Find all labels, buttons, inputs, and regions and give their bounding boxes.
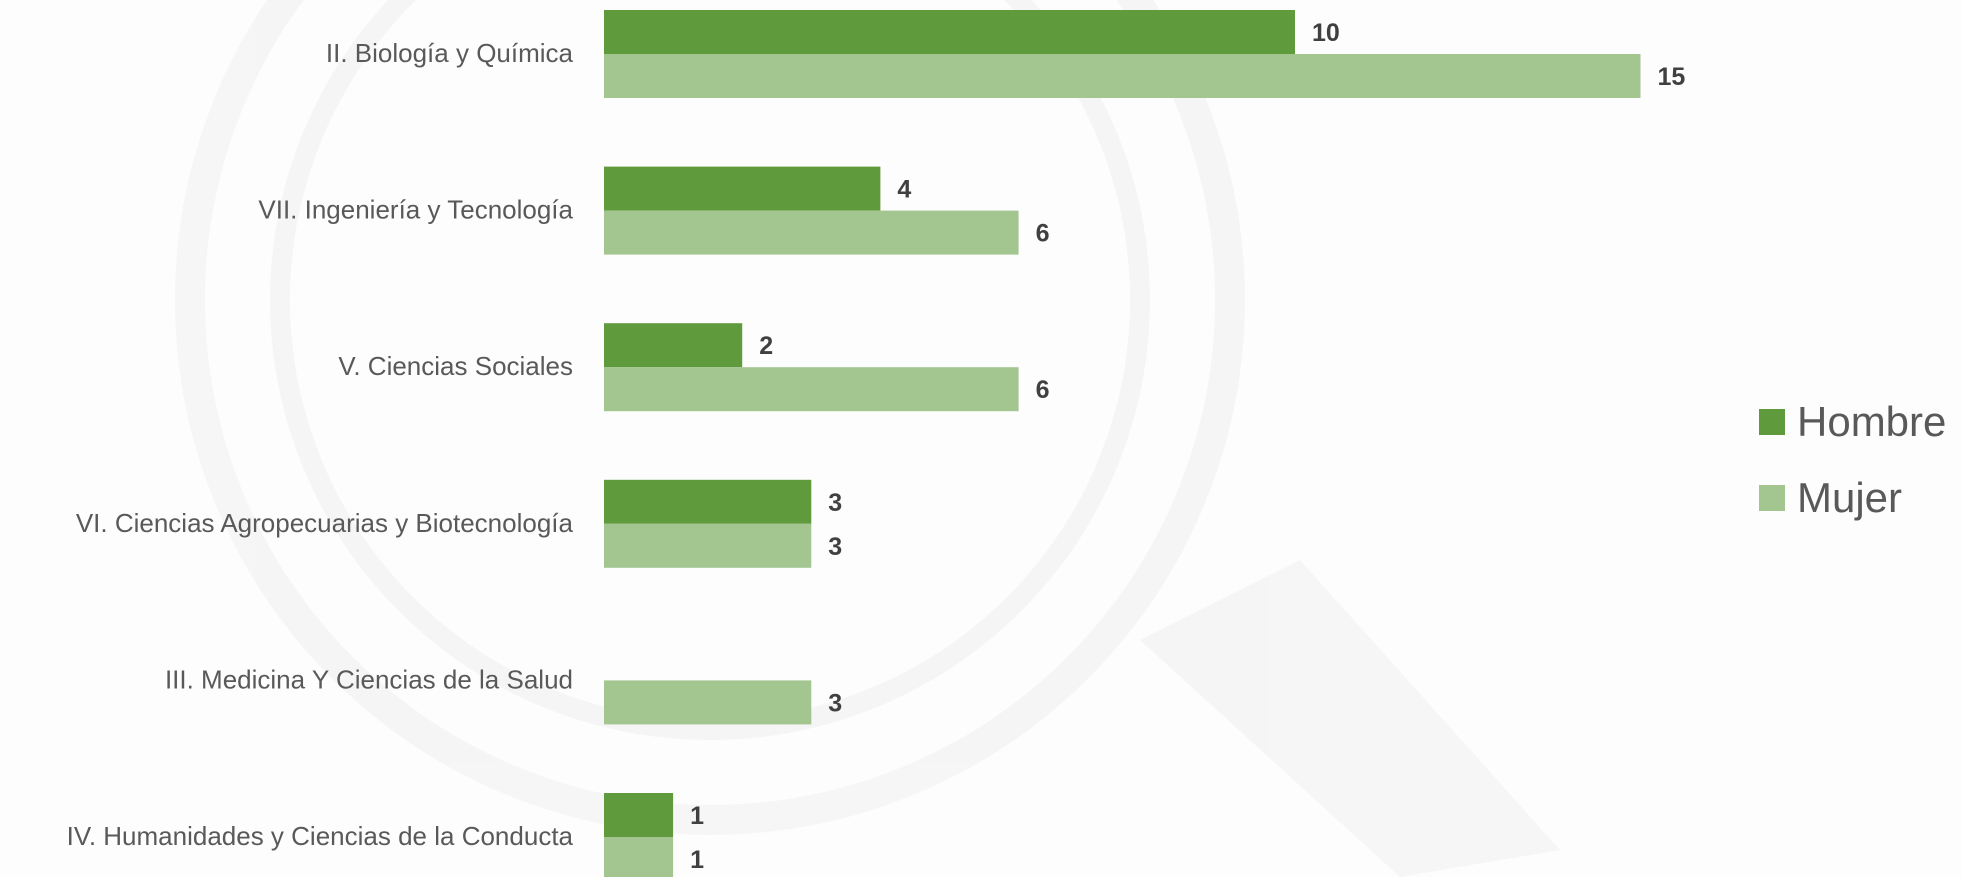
legend-item-mujer: Mujer bbox=[1759, 460, 1946, 536]
data-label-mujer: 6 bbox=[1036, 220, 1050, 248]
data-label-mujer: 6 bbox=[1036, 376, 1050, 404]
legend-label-hombre: Hombre bbox=[1797, 398, 1947, 445]
labels-layer: II. Biología y Química 10 15 VII. Ingenierí… bbox=[67, 19, 1686, 874]
data-label-hombre: 10 bbox=[1312, 19, 1340, 47]
category-label: V. Ciencias Sociales bbox=[338, 351, 573, 381]
bar-hombre bbox=[604, 793, 674, 837]
watermark-decoration bbox=[175, 0, 1560, 877]
bar-hombre bbox=[604, 166, 881, 211]
bar-mujer bbox=[604, 367, 1019, 412]
data-label-hombre: 1 bbox=[690, 802, 704, 830]
chart-legend: Hombre Mujer bbox=[1759, 384, 1946, 536]
bar-mujer bbox=[604, 210, 1019, 255]
bars-layer bbox=[604, 10, 1641, 877]
category-label: II. Biología y Química bbox=[326, 38, 574, 68]
data-label-mujer: 3 bbox=[828, 689, 842, 717]
legend-item-hombre: Hombre bbox=[1759, 384, 1946, 460]
bar-hombre bbox=[604, 479, 812, 524]
data-label-hombre: 4 bbox=[897, 176, 911, 204]
bar-mujer bbox=[604, 837, 674, 877]
category-label: VI. Ciencias Agropecuarias y Biotecnolog… bbox=[76, 508, 574, 538]
category-label: III. Medicina Y Ciencias de la Salud bbox=[165, 664, 573, 694]
data-label-mujer: 3 bbox=[828, 533, 842, 561]
category-label: IV. Humanidades y Ciencias de la Conduct… bbox=[67, 821, 574, 851]
bar-hombre bbox=[604, 10, 1295, 54]
bar-mujer bbox=[604, 54, 1641, 98]
legend-swatch-hombre bbox=[1759, 409, 1785, 435]
category-label: VII. Ingeniería y Tecnología bbox=[258, 195, 573, 225]
data-label-hombre: 3 bbox=[828, 489, 842, 517]
data-label-mujer: 1 bbox=[690, 846, 704, 874]
bar-hombre bbox=[604, 323, 743, 368]
legend-swatch-mujer bbox=[1759, 485, 1785, 511]
bar-mujer bbox=[604, 680, 812, 725]
legend-label-mujer: Mujer bbox=[1797, 474, 1903, 521]
data-label-mujer: 15 bbox=[1658, 63, 1686, 91]
bar-mujer bbox=[604, 523, 812, 568]
data-label-hombre: 2 bbox=[759, 332, 773, 360]
